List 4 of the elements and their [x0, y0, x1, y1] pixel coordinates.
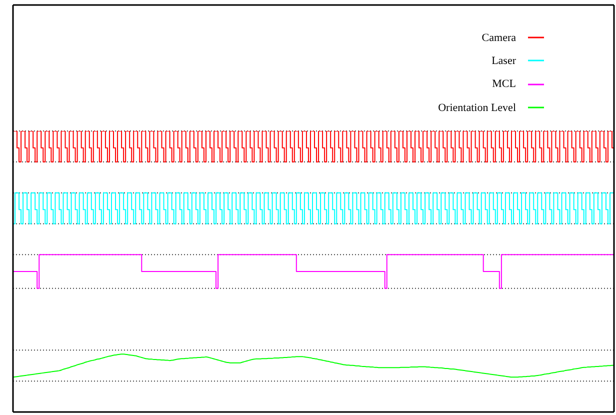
legend-label: Camera [482, 32, 516, 44]
legend-label: Laser [492, 54, 516, 67]
legend-label: MCL [492, 78, 516, 90]
legend-label: Orientation Level [438, 102, 516, 114]
